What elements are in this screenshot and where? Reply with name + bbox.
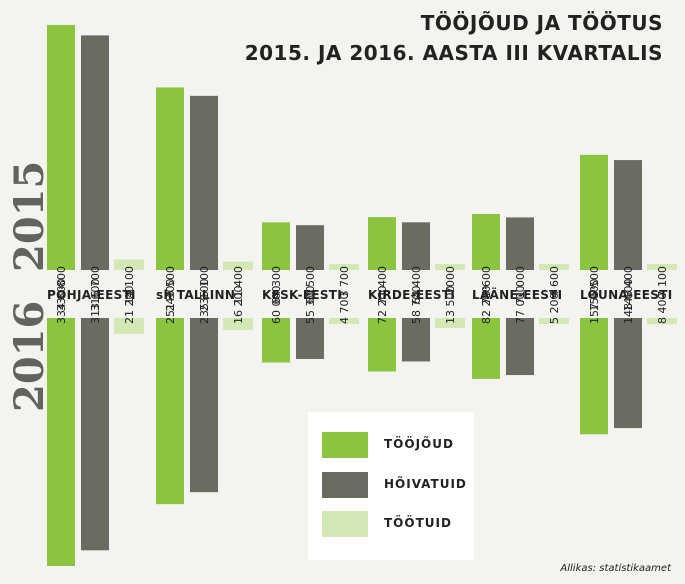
value-label-2016-toojoud-0: 334 800 <box>55 279 68 325</box>
value-label-2016-toojoud-3: 72 200 <box>376 286 389 325</box>
value-label-2015-tootuid-2: 3 700 <box>338 266 351 298</box>
value-label-2015-hoivatuid-4: 71 000 <box>514 266 527 305</box>
value-label-2016-tootuid-4: 5 200 <box>548 293 561 325</box>
category-label-4: LÄÄNE-EESTI <box>472 287 562 302</box>
value-label-2016-hoivatuid-1: 235 100 <box>198 279 211 325</box>
bar-2015-toojoud-5 <box>580 154 608 270</box>
bar-2016-hoivatuid-4 <box>506 318 534 376</box>
value-label-2015-toojoud-1: 246 500 <box>164 266 177 312</box>
value-label-2016-hoivatuid-0: 313 600 <box>89 279 102 325</box>
legend-item-toojoud: TÖÖJÕUD <box>322 432 472 458</box>
bar-2016-hoivatuid-3 <box>402 318 430 362</box>
value-label-2016-toojoud-4: 82 200 <box>480 286 493 325</box>
bar-2015-toojoud-4 <box>472 214 500 270</box>
category-label-2: KESK-EESTI <box>262 288 342 302</box>
value-label-2016-tootuid-2: 4 700 <box>338 293 351 325</box>
value-label-2016-hoivatuid-5: 148 600 <box>622 279 635 325</box>
bar-2015-hoivatuid-2 <box>296 225 324 270</box>
legend-label-tootuid: TÖÖTUID <box>384 516 452 530</box>
bar-2015-tootuid-0 <box>114 259 144 270</box>
bar-2016-tootuid-1 <box>223 318 253 330</box>
bar-2016-hoivatuid-0 <box>81 318 109 551</box>
bar-2015-tootuid-4 <box>539 264 569 270</box>
bar-2016-tootuid-4 <box>539 318 569 324</box>
category-label-1: sh TALLINN <box>156 288 235 302</box>
chart-subtitle: 2015. JA 2016. AASTA III KVARTALIS <box>244 41 663 65</box>
bar-2015-toojoud-3 <box>368 217 396 270</box>
category-label-3: KIRDE-EESTI <box>368 288 455 302</box>
bar-2015-hoivatuid-4 <box>506 217 534 270</box>
legend-item-tootuid: TÖÖTUID <box>322 511 472 537</box>
year-label-2016: 2016 <box>6 300 53 412</box>
value-label-2016-tootuid-0: 21 200 <box>123 286 136 325</box>
value-label-2015-tootuid-5: 7 100 <box>656 266 669 298</box>
bar-2015-tootuid-3 <box>435 264 465 270</box>
value-label-2016-tootuid-3: 13 500 <box>444 286 457 325</box>
bar-2015-hoivatuid-1 <box>190 95 218 270</box>
value-label-2015-tootuid-0: 14 100 <box>123 266 136 305</box>
bar-2015-tootuid-5 <box>647 264 677 270</box>
legend-swatch-tootuid <box>322 511 368 537</box>
category-label-5: LÕUNA-EESTI <box>580 287 672 302</box>
value-label-2016-tootuid-5: 8 400 <box>656 293 669 325</box>
value-label-2016-toojoud-5: 157 000 <box>588 279 601 325</box>
bar-2015-hoivatuid-5 <box>614 160 642 270</box>
value-label-2016-toojoud-1: 251 300 <box>164 279 177 325</box>
bar-2015-toojoud-0 <box>47 24 75 270</box>
source-note: Allikas: statistikaamet <box>560 563 671 574</box>
bar-2016-hoivatuid-2 <box>296 318 324 359</box>
legend-label-toojoud: TÖÖJÕUD <box>384 437 454 451</box>
legend-item-hoivatuid: HÕIVATUID <box>322 472 472 498</box>
bar-2015-hoivatuid-3 <box>402 222 430 270</box>
value-label-2015-hoivatuid-2: 60 500 <box>304 266 317 305</box>
bar-2016-toojoud-2 <box>262 318 290 363</box>
value-label-2015-hoivatuid-0: 316 700 <box>89 266 102 312</box>
legend-label-hoivatuid: HÕIVATUID <box>384 477 467 491</box>
legend: TÖÖJÕUD HÕIVATUID TÖÖTUID <box>308 412 474 560</box>
value-label-2015-toojoud-2: 64 300 <box>270 266 283 305</box>
value-label-2015-toojoud-4: 75 600 <box>480 266 493 305</box>
legend-swatch-hoivatuid <box>322 472 368 498</box>
bar-2016-tootuid-3 <box>435 318 465 328</box>
bar-2016-tootuid-2 <box>329 318 359 324</box>
bar-2015-tootuid-1 <box>223 261 253 270</box>
value-label-2016-tootuid-1: 16 200 <box>232 286 245 325</box>
category-label-0: PÕHJA-EESTI <box>47 287 136 302</box>
bar-2016-toojoud-4 <box>472 318 500 379</box>
bar-2015-toojoud-2 <box>262 222 290 270</box>
value-label-2015-tootuid-3: 7000 <box>444 266 457 294</box>
bar-2015-hoivatuid-0 <box>81 35 109 270</box>
value-label-2016-hoivatuid-3: 58 700 <box>410 286 423 325</box>
bar-2016-hoivatuid-5 <box>614 318 642 429</box>
value-label-2015-toojoud-0: 330 800 <box>55 266 68 312</box>
value-label-2015-toojoud-5: 155 500 <box>588 266 601 312</box>
bar-2016-hoivatuid-1 <box>190 318 218 493</box>
value-label-2015-toojoud-3: 71 400 <box>376 266 389 305</box>
value-label-2016-hoivatuid-4: 77 000 <box>514 286 527 325</box>
bar-2015-tootuid-2 <box>329 264 359 270</box>
legend-swatch-toojoud <box>322 432 368 458</box>
value-label-2015-hoivatuid-3: 64 400 <box>410 266 423 305</box>
bar-2016-tootuid-5 <box>647 318 677 325</box>
bar-2016-toojoud-1 <box>156 318 184 505</box>
bar-2016-tootuid-0 <box>114 318 144 334</box>
value-label-2015-tootuid-4: 4 600 <box>548 266 561 298</box>
bar-2016-toojoud-5 <box>580 318 608 435</box>
value-label-2016-toojoud-2: 60 000 <box>270 286 283 325</box>
value-label-2015-hoivatuid-1: 235 100 <box>198 266 211 312</box>
year-label-2015: 2015 <box>6 160 53 272</box>
value-label-2015-hoivatuid-5: 148 400 <box>622 266 635 312</box>
value-label-2015-tootuid-1: 11 400 <box>232 266 245 305</box>
value-label-2016-hoivatuid-2: 55 300 <box>304 286 317 325</box>
bar-2016-toojoud-3 <box>368 318 396 372</box>
bar-2015-toojoud-1 <box>156 87 184 270</box>
chart-title: TÖÖJÕUD JA TÖÖTUS <box>420 11 663 35</box>
bar-2016-toojoud-0 <box>47 318 75 566</box>
